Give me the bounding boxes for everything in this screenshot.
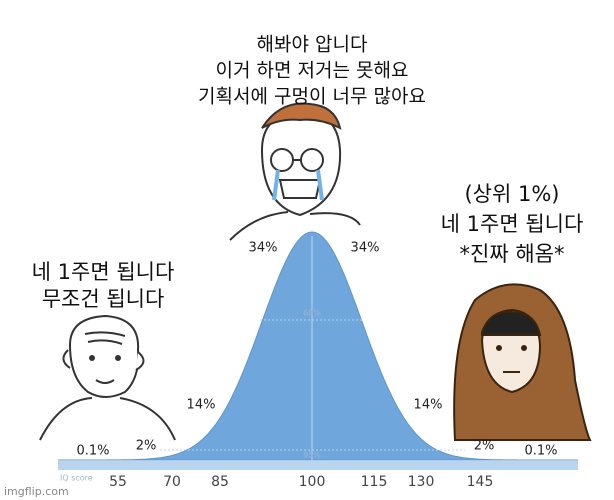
percent-label: 14%: [187, 398, 216, 413]
middle-character: [229, 102, 361, 241]
watermark: imgflip.com: [4, 485, 69, 498]
axis-title: IQ score: [60, 474, 93, 483]
range-label: 95%: [303, 451, 321, 460]
right-caption: 네 1주면 됩니다: [441, 212, 584, 236]
axis-label: 100: [299, 474, 326, 490]
left-caption: 네 1주면 됩니다: [32, 260, 175, 284]
axis-label: 145: [467, 474, 494, 490]
top-caption: 해봐야 압니다: [257, 34, 368, 56]
right-caption: *진짜 해옴*: [460, 242, 565, 266]
top-caption: 이거 하면 저거는 못해요: [216, 60, 409, 82]
range-label: 68%: [303, 309, 321, 318]
top-caption: 기획서에 구멍이 너무 많아요: [198, 86, 426, 108]
axis-strip: [58, 461, 578, 470]
left-caption: 무조건 됩니다: [42, 287, 165, 311]
percent-label: 34%: [249, 241, 278, 256]
percent-label: 2%: [136, 439, 157, 454]
percent-label: 2%: [474, 439, 495, 454]
percent-label: 0.1%: [76, 444, 109, 459]
percent-label: 0.1%: [524, 444, 557, 459]
axis-label: 115: [361, 474, 388, 490]
percent-label: 14%: [414, 398, 443, 413]
right-caption: (상위 1%): [464, 182, 559, 206]
bell-curve: [58, 231, 578, 461]
left-character: [39, 314, 176, 441]
axis-label: 85: [211, 474, 229, 490]
axis-label: 55: [109, 474, 127, 490]
percent-label: 34%: [351, 241, 380, 256]
axis-label: 70: [163, 474, 181, 490]
axis-label: 130: [408, 474, 435, 490]
right-character: [453, 283, 592, 441]
